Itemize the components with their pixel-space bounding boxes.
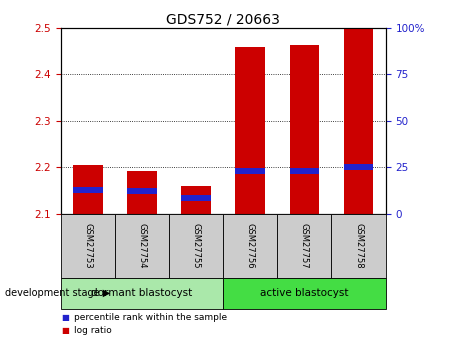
Text: GSM27757: GSM27757	[300, 223, 309, 269]
Bar	[344, 28, 373, 214]
Text: log ratio: log ratio	[74, 326, 112, 335]
Bar	[290, 168, 319, 174]
Text: GSM27756: GSM27756	[246, 223, 255, 269]
Text: active blastocyst: active blastocyst	[260, 288, 349, 298]
Bar	[61, 214, 115, 278]
Text: ■: ■	[61, 313, 69, 322]
Bar	[290, 45, 319, 214]
Text: GSM27755: GSM27755	[192, 223, 201, 268]
Bar	[223, 214, 277, 278]
Text: development stage ▶: development stage ▶	[5, 288, 110, 298]
Text: GSM27754: GSM27754	[138, 223, 147, 268]
Text: ■: ■	[61, 326, 69, 335]
Bar	[223, 278, 386, 309]
Bar	[181, 195, 211, 201]
Bar	[344, 164, 373, 170]
Bar	[127, 170, 157, 214]
Bar	[127, 188, 157, 194]
Bar	[277, 214, 331, 278]
Bar	[169, 214, 223, 278]
Text: GSM27753: GSM27753	[83, 223, 92, 269]
Bar	[235, 47, 265, 214]
Bar	[61, 278, 223, 309]
Text: dormant blastocyst: dormant blastocyst	[92, 288, 193, 298]
Bar	[181, 186, 211, 214]
Bar	[235, 168, 265, 174]
Text: percentile rank within the sample: percentile rank within the sample	[74, 313, 228, 322]
Bar	[73, 187, 103, 193]
Text: GSM27758: GSM27758	[354, 223, 363, 269]
Bar	[331, 214, 386, 278]
Bar	[73, 165, 103, 214]
Bar	[115, 214, 169, 278]
Title: GDS752 / 20663: GDS752 / 20663	[166, 12, 280, 27]
